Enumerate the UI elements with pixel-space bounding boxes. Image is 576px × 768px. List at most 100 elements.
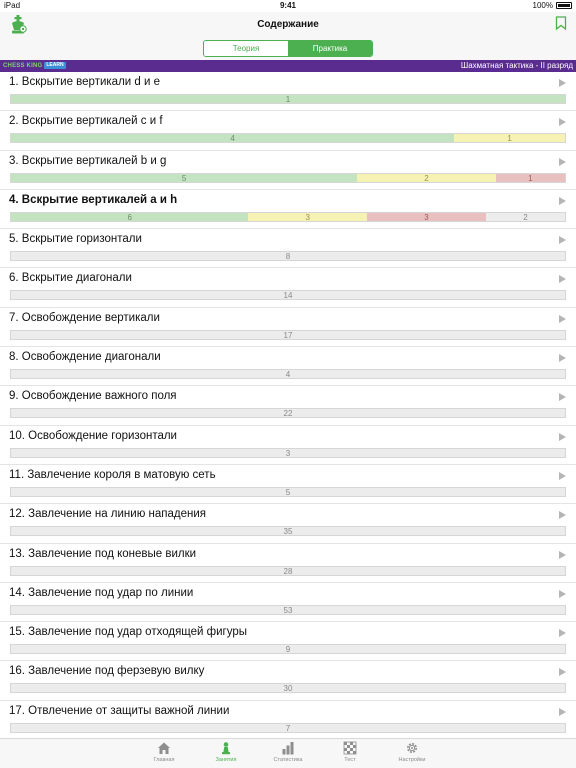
chevron-right-icon — [559, 393, 566, 402]
progress-segment-gray: 2 — [485, 212, 565, 221]
chevron-right-icon — [559, 236, 566, 245]
tab-label: Статистика — [273, 757, 303, 763]
progress-segment-red: 3 — [367, 212, 486, 221]
chapter-title: 15. Завлечение под удар отходящей фигуры — [9, 626, 248, 639]
status-bar: iPad 9:41 100% — [0, 0, 576, 12]
chevron-right-icon — [559, 589, 566, 598]
status-time: 9:41 — [279, 1, 296, 10]
progress-segment-gray: 5 — [11, 487, 565, 496]
chapter-row[interactable]: 12. Завлечение на линию нападения 35 — [0, 504, 576, 544]
chapter-title: 13. Завлечение под коневые вилки — [9, 547, 197, 560]
chevron-right-icon — [559, 196, 566, 205]
chapter-title: 4. Вскрытие вертикалей a и h — [9, 193, 178, 206]
progress-bar: 7 — [10, 722, 566, 733]
progress-segment-gray: 14 — [11, 291, 565, 300]
battery-percent: 100% — [532, 1, 553, 10]
chapter-title: 10. Освобождение горизонтали — [9, 429, 177, 442]
tab-label: Тест — [344, 757, 356, 763]
chapter-row[interactable]: 17. Отвлечение от защиты важной линии 7 — [0, 701, 576, 741]
chapter-title: 16. Завлечение под ферзевую вилку — [9, 665, 205, 678]
progress-bar: 1 — [10, 94, 566, 104]
chevron-right-icon — [559, 471, 566, 480]
progress-bar: 22 — [10, 408, 566, 419]
chapter-row[interactable]: 14. Завлечение под удар по линии 53 — [0, 583, 576, 623]
progress-segment-yellow: 2 — [357, 173, 496, 182]
progress-segment-gray: 8 — [11, 252, 565, 261]
chapter-title: 3. Вскрытие вертикалей b и g — [9, 154, 167, 167]
progress-bar: 4 — [10, 369, 566, 380]
progress-segment-yellow: 1 — [454, 134, 565, 143]
tab-pawn[interactable]: Занятия — [195, 739, 257, 768]
progress-segment-gray: 53 — [11, 605, 565, 614]
chevron-right-icon — [559, 432, 566, 441]
progress-bar: 17 — [10, 329, 566, 340]
progress-segment-gray: 35 — [11, 527, 565, 536]
chapter-title: 6. Вскрытие диагонали — [9, 272, 132, 285]
progress-segment-red: 1 — [495, 173, 565, 182]
chapter-row[interactable]: 10. Освобождение горизонтали 3 — [0, 426, 576, 465]
chapter-row[interactable]: 5. Вскрытие горизонтали 8 — [0, 229, 576, 269]
chapter-title: 11. Завлечение короля в матовую сеть — [9, 468, 216, 481]
progress-bar: 9 — [10, 644, 566, 655]
battery-indicator: 100% — [533, 1, 572, 10]
chevron-right-icon — [559, 118, 566, 127]
tab-chessboard[interactable]: Тест — [319, 739, 381, 768]
segment-theory[interactable]: Теория — [204, 41, 288, 56]
course-banner: CHESS KING LEARN Шахматная тактика - II … — [0, 60, 576, 72]
progress-bar: 30 — [10, 683, 566, 694]
chapter-title: 17. Отвлечение от защиты важной линии — [9, 704, 230, 717]
home-icon — [133, 741, 195, 755]
progress-bar: 14 — [10, 290, 566, 301]
battery-icon — [556, 2, 572, 9]
chapter-row[interactable]: 7. Освобождение вертикали 17 — [0, 308, 576, 348]
chapter-title: 1. Вскрытие вертикали d и e — [9, 76, 161, 88]
chapter-row[interactable]: 8. Освобождение диагонали 4 — [0, 347, 576, 387]
chapter-title: 7. Освобождение вертикали — [9, 311, 160, 324]
progress-segment-gray: 22 — [11, 409, 565, 418]
chapter-row[interactable]: 6. Вскрытие диагонали 14 — [0, 268, 576, 308]
brand-name: CHESS KING — [3, 62, 43, 69]
tab-home[interactable]: Главная — [133, 739, 195, 768]
chapter-row[interactable]: 11. Завлечение короля в матовую сеть 5 — [0, 465, 576, 505]
progress-segment-gray: 4 — [11, 370, 565, 379]
chapter-row[interactable]: 9. Освобождение важного поля 22 — [0, 386, 576, 426]
bookmark-icon[interactable] — [555, 16, 567, 30]
chapter-title: 9. Освобождение важного поля — [9, 390, 177, 403]
chapter-row[interactable]: 1. Вскрытие вертикали d и e 1 — [0, 72, 576, 112]
progress-segment-green: 4 — [11, 134, 455, 143]
progress-segment-gray: 30 — [11, 684, 565, 693]
bar-chart-icon — [257, 741, 319, 755]
progress-segment-yellow: 3 — [248, 212, 368, 221]
progress-segment-gray: 9 — [11, 645, 565, 654]
progress-segment-gray: 3 — [11, 448, 565, 457]
progress-segment-gray: 17 — [11, 330, 565, 339]
chevron-right-icon — [559, 668, 566, 677]
chevron-right-icon — [559, 707, 566, 716]
tab-label: Настройки — [398, 757, 426, 763]
mode-segmented-control: Теория Практика — [203, 40, 373, 57]
chevron-right-icon — [559, 275, 566, 284]
progress-bar: 28 — [10, 565, 566, 576]
chapter-title: 8. Освобождение диагонали — [9, 351, 161, 364]
progress-segment-gray: 7 — [11, 723, 565, 732]
chapter-title: 12. Завлечение на линию нападения — [9, 508, 206, 521]
chevron-right-icon — [559, 157, 566, 166]
progress-bar: 5 — [10, 486, 566, 497]
chevron-right-icon — [559, 79, 566, 87]
tab-bar-chart[interactable]: Статистика — [257, 739, 319, 768]
progress-bar: 8 — [10, 251, 566, 262]
segment-practice[interactable]: Практика — [288, 41, 372, 56]
chapter-row[interactable]: 15. Завлечение под удар отходящей фигуры… — [0, 622, 576, 662]
chess-king-learn-logo: CHESS KING LEARN — [3, 61, 66, 70]
chapter-row[interactable]: 16. Завлечение под ферзевую вилку 30 — [0, 661, 576, 701]
chapter-row[interactable]: 13. Завлечение под коневые вилки 28 — [0, 544, 576, 583]
progress-segment-gray: 28 — [11, 566, 565, 575]
pawn-icon — [195, 741, 257, 755]
tab-gear[interactable]: Настройки — [381, 739, 443, 768]
chapter-title: 5. Вскрытие горизонтали — [9, 233, 142, 246]
